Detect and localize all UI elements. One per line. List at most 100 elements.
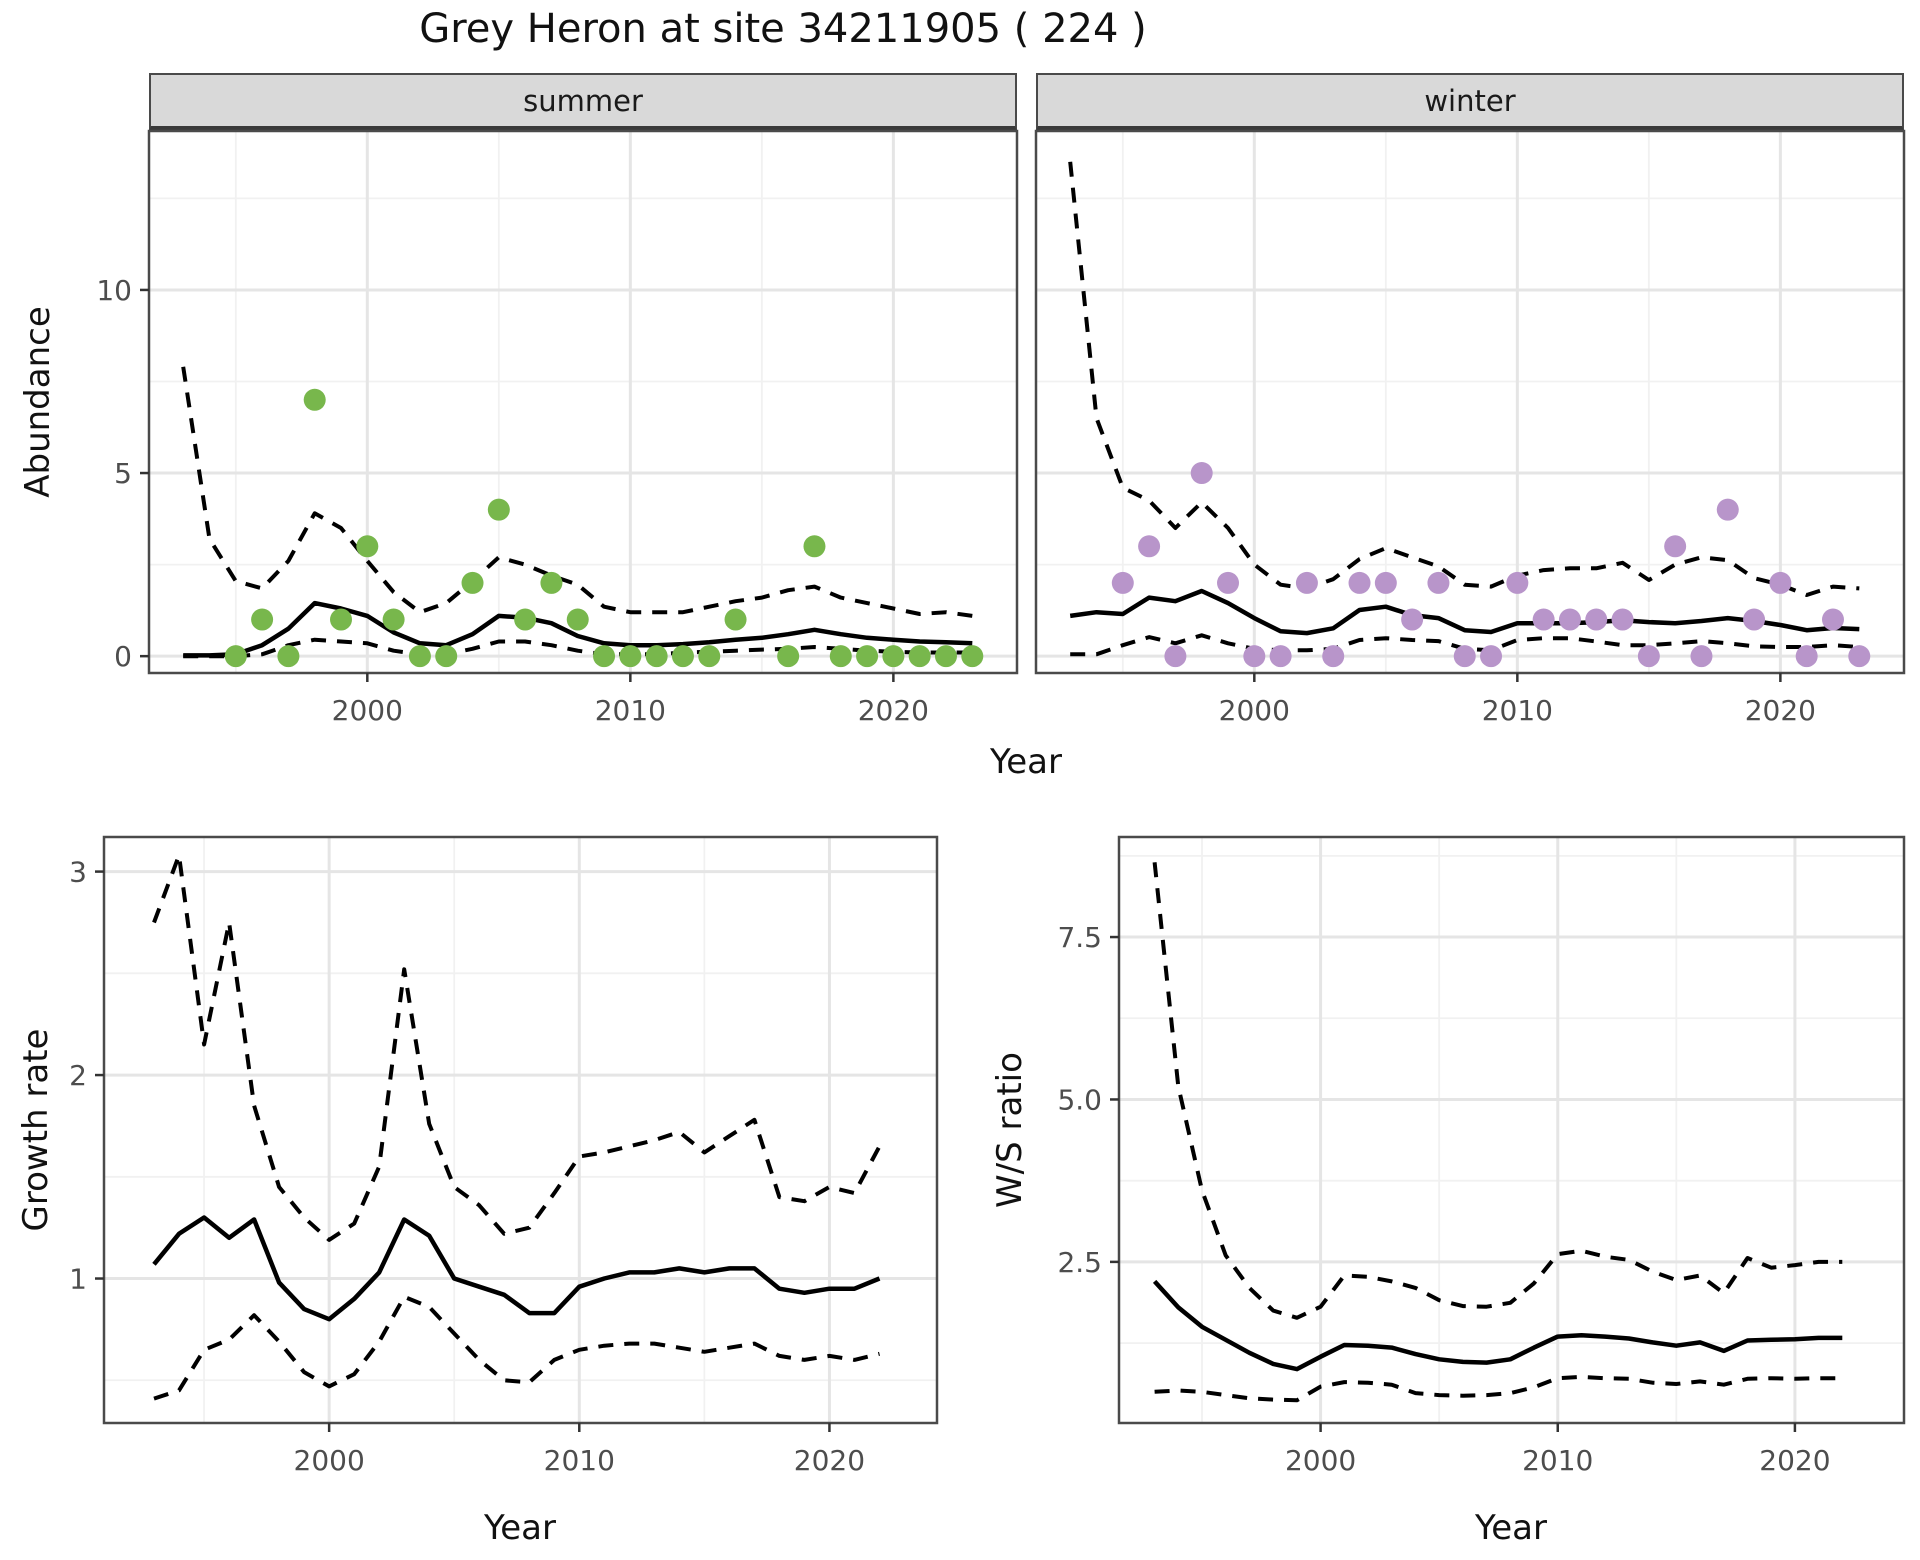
ws_ratio-lower_ci-line <box>1154 1374 1843 1403</box>
winter-point <box>1848 645 1871 668</box>
summer-point <box>487 498 510 521</box>
winter-point <box>1295 571 1318 594</box>
summer-border <box>147 129 1019 675</box>
y-tick-label: 2.5 <box>1057 1246 1102 1279</box>
summer-point <box>961 645 984 668</box>
growth_rate-median-line <box>152 1215 881 1322</box>
winter-point <box>1532 608 1555 631</box>
summer-point <box>251 608 274 631</box>
ws_ratio-median-line <box>1152 1279 1843 1372</box>
winter-panel <box>1036 131 1904 673</box>
summer-point <box>645 645 668 668</box>
x-tick-label: 2000 <box>1219 694 1290 727</box>
winter-point <box>1716 498 1739 521</box>
x-tick-label: 2000 <box>294 1444 365 1477</box>
winter-point <box>1480 645 1503 668</box>
facet-strip-summer-label: summer <box>523 83 643 118</box>
summer-point <box>619 645 642 668</box>
x-tick-label: 2020 <box>794 1444 865 1477</box>
summer-point <box>593 645 616 668</box>
summer-point <box>540 571 563 594</box>
y-tick-label: 10 <box>96 274 132 307</box>
summer-point <box>908 645 931 668</box>
winter-point <box>1138 535 1161 558</box>
x-tick-label: 2020 <box>1745 694 1816 727</box>
summer-point <box>356 535 379 558</box>
summer-point <box>382 608 405 631</box>
y-tick-label: 7.5 <box>1057 921 1102 954</box>
x-tick-label: 2020 <box>858 694 929 727</box>
growth_rate-upper_ci-line <box>152 853 882 1242</box>
summer-point <box>435 645 458 668</box>
winter-point <box>1111 571 1134 594</box>
summer-point <box>882 645 905 668</box>
summer-panel <box>149 131 1017 673</box>
x-axis-title-year-top: Year <box>990 742 1062 782</box>
page-title: Grey Heron at site 34211905 ( 224 ) <box>419 6 1147 52</box>
ws_ratio-border <box>1117 835 1906 1425</box>
growth_rate-border <box>102 835 939 1425</box>
y-tick-label: 5.0 <box>1057 1083 1102 1116</box>
winter-point <box>1427 571 1450 594</box>
summer-point <box>330 608 353 631</box>
winter-point <box>1401 608 1424 631</box>
summer-point <box>224 645 247 668</box>
winter-upper_ci-line <box>1068 161 1860 597</box>
x-axis-title-year-growth: Year <box>484 1508 556 1548</box>
winter-point <box>1637 645 1660 668</box>
winter-point <box>1585 608 1608 631</box>
x-tick-label: 2000 <box>332 694 403 727</box>
summer-point <box>461 571 484 594</box>
winter-point <box>1743 608 1766 631</box>
y-tick-label: 0 <box>114 640 132 673</box>
growth_rate-lower_ci-line <box>153 1294 880 1401</box>
x-tick-label: 2010 <box>1522 1444 1593 1477</box>
summer-point <box>934 645 957 668</box>
winter-point <box>1769 571 1792 594</box>
summer-point <box>514 608 537 631</box>
facet-strip-winter-label: winter <box>1424 83 1516 118</box>
winter-point <box>1243 645 1266 668</box>
winter-point <box>1217 571 1240 594</box>
x-tick-label: 2020 <box>1759 1444 1830 1477</box>
x-tick-label: 2010 <box>544 1444 615 1477</box>
summer-point <box>856 645 879 668</box>
winter-point <box>1558 608 1581 631</box>
winter-point <box>1611 608 1634 631</box>
summer-point <box>829 645 852 668</box>
winter-point <box>1690 645 1713 668</box>
winter-median-line <box>1069 588 1860 636</box>
winter-point <box>1190 462 1213 485</box>
y-tick-label: 5 <box>114 457 132 490</box>
summer-point <box>803 535 826 558</box>
winter-point <box>1164 645 1187 668</box>
winter-border <box>1034 129 1906 675</box>
ws_ratio-upper_ci-line <box>1152 862 1843 1320</box>
winter-point <box>1821 608 1844 631</box>
ws_ratio-panel <box>1119 837 1904 1423</box>
y-tick-label: 3 <box>69 856 87 889</box>
winter-point <box>1453 645 1476 668</box>
summer-point <box>408 645 431 668</box>
summer-upper_ci-line <box>181 366 973 618</box>
summer-point <box>277 645 300 668</box>
summer-point <box>698 645 721 668</box>
winter-point <box>1664 535 1687 558</box>
winter-point <box>1269 645 1292 668</box>
winter-point <box>1348 571 1371 594</box>
summer-point <box>724 608 747 631</box>
summer-point <box>777 645 800 668</box>
x-tick-label: 2010 <box>595 694 666 727</box>
winter-point <box>1374 571 1397 594</box>
growth_rate-panel <box>104 837 937 1423</box>
x-tick-label: 2010 <box>1482 694 1553 727</box>
x-tick-label: 2000 <box>1285 1444 1356 1477</box>
summer-point <box>566 608 589 631</box>
x-axis-title-year-ws: Year <box>1475 1508 1547 1548</box>
y-tick-label: 2 <box>69 1059 87 1092</box>
facet-strip-summer: summer <box>149 73 1017 131</box>
y-tick-label: 1 <box>69 1263 87 1296</box>
winter-point <box>1795 645 1818 668</box>
